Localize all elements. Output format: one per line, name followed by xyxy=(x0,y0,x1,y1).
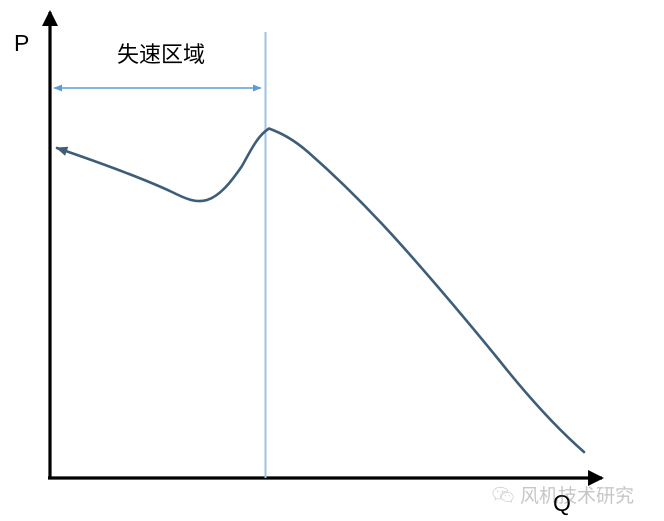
watermark-text: 风机技术研究 xyxy=(520,485,635,507)
watermark: 风机技术研究 xyxy=(492,481,634,508)
x-axis-label: Q xyxy=(553,490,571,516)
y-axis-label: P xyxy=(14,30,30,56)
pq-curve xyxy=(55,127,586,454)
stall-region-label: 失速区域 xyxy=(116,43,205,68)
wechat-icon xyxy=(492,486,514,503)
